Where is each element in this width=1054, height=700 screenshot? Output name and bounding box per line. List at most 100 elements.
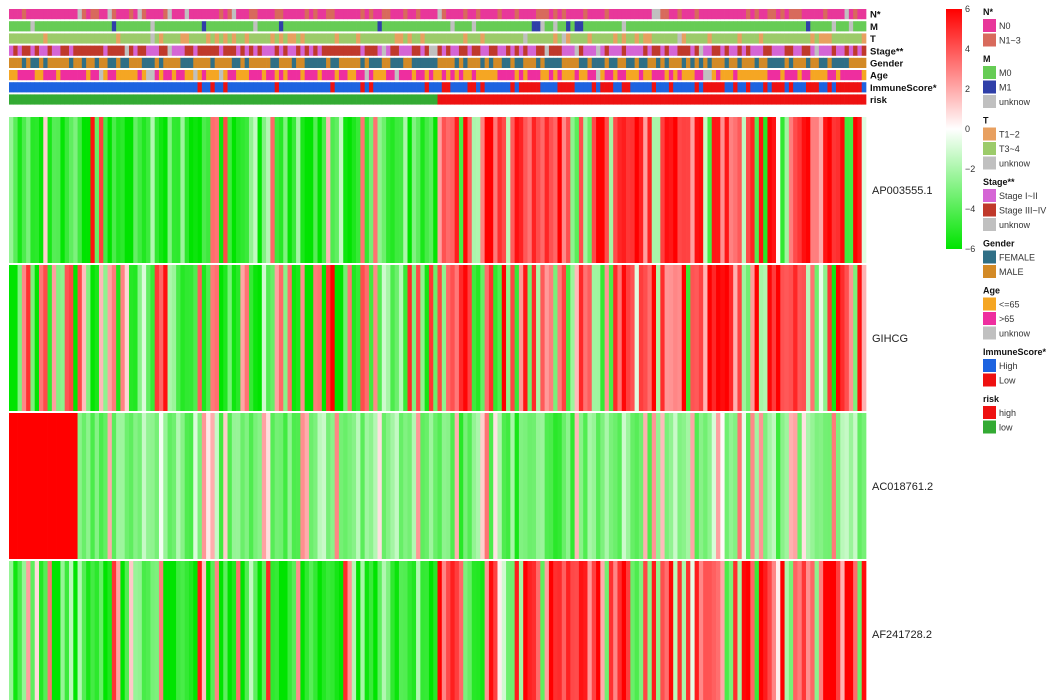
annotation-cell-n xyxy=(163,9,168,20)
heatmap-cell-af241728-2 xyxy=(77,561,83,700)
annotation-cell-gender xyxy=(788,57,794,68)
annotation-cell-risk xyxy=(441,94,447,105)
annotation-cell-risk xyxy=(681,94,687,105)
heatmap-cell-ac018761-2 xyxy=(458,413,464,559)
heatmap-cell-ac018761-2 xyxy=(21,413,27,559)
annotation-cell-age xyxy=(536,70,541,81)
heatmap-cell-af241728-2 xyxy=(21,561,27,700)
heatmap-cell-gihcg xyxy=(137,265,143,411)
annotation-cell-risk xyxy=(39,94,44,105)
annotation-cell-risk xyxy=(557,94,563,105)
heatmap-cell-ap003555-1 xyxy=(643,117,648,263)
annotation-cell-risk xyxy=(818,94,824,105)
annotation-cell-n xyxy=(386,9,391,20)
annotation-cell-n xyxy=(656,9,661,20)
annotation-cell-age xyxy=(750,70,755,81)
annotation-cell-gender xyxy=(218,57,224,68)
annotation-cell-n xyxy=(253,9,258,20)
annotation-cell-age xyxy=(853,70,858,81)
annotation-label-stage: Stage** xyxy=(870,46,904,57)
annotation-cell-n xyxy=(210,9,216,20)
annotation-cell-gender xyxy=(34,57,40,68)
legend-swatch-n-n0 xyxy=(983,19,996,32)
heatmap-cell-ap003555-1 xyxy=(128,117,134,263)
annotation-cell-gender xyxy=(750,57,755,68)
annotation-cell-stage xyxy=(698,45,704,56)
annotation-cell-t xyxy=(218,33,224,44)
annotation-cell-immunescore xyxy=(647,82,653,93)
annotation-cell-t xyxy=(253,33,258,44)
annotation-cell-t xyxy=(771,33,777,44)
annotation-cell-immunescore xyxy=(767,82,773,93)
annotation-cell-n xyxy=(433,9,438,20)
heatmap-cell-ap003555-1 xyxy=(677,117,683,263)
annotation-cell-m xyxy=(600,21,605,32)
annotation-cell-t xyxy=(557,33,563,44)
annotation-cell-age xyxy=(544,70,550,81)
annotation-cell-m xyxy=(184,21,190,32)
heatmap-cell-gihcg xyxy=(454,265,460,411)
annotation-cell-t xyxy=(330,33,336,44)
annotation-cell-m xyxy=(844,21,850,32)
annotation-cell-t xyxy=(248,33,254,44)
annotation-cell-t xyxy=(476,33,481,44)
annotation-cell-m xyxy=(287,21,293,32)
annotation-cell-m xyxy=(540,21,545,32)
annotation-cell-age xyxy=(553,70,558,81)
heatmap-cell-gihcg xyxy=(188,265,194,411)
annotation-cell-age xyxy=(467,70,473,81)
annotation-cell-n xyxy=(197,9,203,20)
annotation-cell-age xyxy=(814,70,820,81)
annotation-cell-risk xyxy=(30,94,36,105)
heatmap-cell-ap003555-1 xyxy=(64,117,70,263)
annotation-cell-n xyxy=(188,9,194,20)
heatmap-cell-ac018761-2 xyxy=(651,413,657,559)
annotation-cell-risk xyxy=(390,94,395,105)
annotation-cell-t xyxy=(188,33,194,44)
heatmap-cell-ap003555-1 xyxy=(240,117,246,263)
annotation-cell-stage xyxy=(566,45,571,56)
heatmap-cell-ac018761-2 xyxy=(690,413,695,559)
heatmap-cell-ap003555-1 xyxy=(446,117,451,263)
heatmap-cell-ap003555-1 xyxy=(763,117,768,263)
annotation-cell-gender xyxy=(120,57,126,68)
annotation-cell-stage xyxy=(9,45,14,56)
annotation-cell-m xyxy=(433,21,438,32)
heatmap-cell-gihcg xyxy=(107,265,113,411)
annotation-cell-risk xyxy=(90,94,96,105)
annotation-cell-t xyxy=(398,33,404,44)
annotation-cell-t xyxy=(107,33,113,44)
heatmap-cell-gihcg xyxy=(347,265,353,411)
heatmap-cell-af241728-2 xyxy=(767,561,773,700)
annotation-cell-n xyxy=(287,9,293,20)
heatmap-cell-af241728-2 xyxy=(643,561,648,700)
heatmap-cell-gihcg xyxy=(394,265,400,411)
heatmap-cell-gihcg xyxy=(724,265,730,411)
annotation-cell-m xyxy=(497,21,503,32)
annotation-cell-stage xyxy=(587,45,593,56)
heatmap-cell-af241728-2 xyxy=(566,561,571,700)
annotation-cell-immunescore xyxy=(698,82,704,93)
heatmap-cell-ac018761-2 xyxy=(356,413,361,559)
annotation-cell-risk xyxy=(193,94,198,105)
annotation-cell-m xyxy=(626,21,631,32)
heatmap-cell-af241728-2 xyxy=(163,561,168,700)
annotation-cell-t xyxy=(261,33,267,44)
annotation-cell-m xyxy=(608,21,614,32)
annotation-cell-m xyxy=(403,21,408,32)
heatmap-cell-af241728-2 xyxy=(801,561,807,700)
annotation-cell-risk xyxy=(703,94,708,105)
annotation-cell-age xyxy=(278,70,284,81)
annotation-cell-n xyxy=(214,9,220,20)
annotation-cell-stage xyxy=(98,45,104,56)
annotation-cell-age xyxy=(583,70,588,81)
annotation-cell-stage xyxy=(257,45,263,56)
heatmap-cell-af241728-2 xyxy=(94,561,100,700)
heatmap-cell-af241728-2 xyxy=(146,561,151,700)
annotation-cell-m xyxy=(291,21,297,32)
heatmap-cell-af241728-2 xyxy=(386,561,391,700)
annotation-cell-risk xyxy=(621,94,627,105)
heatmap-cell-af241728-2 xyxy=(334,561,340,700)
annotation-cell-t xyxy=(13,33,18,44)
annotation-cell-risk xyxy=(848,94,854,105)
